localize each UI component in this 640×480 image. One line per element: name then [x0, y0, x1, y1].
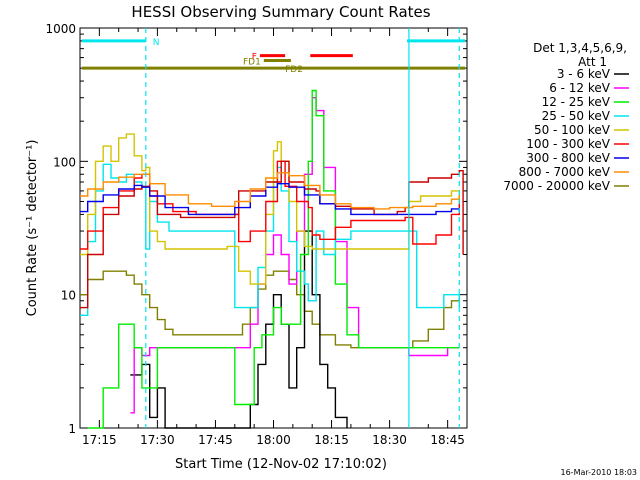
legend-label: 25 - 50 keV — [542, 109, 611, 123]
series-line-2 — [87, 89, 460, 429]
legend-label: 3 - 6 keV — [557, 67, 611, 81]
series-line-0 — [130, 230, 348, 429]
legend-label: 50 - 100 keV — [534, 123, 611, 137]
series-line-7 — [80, 172, 460, 210]
y-tick-label: 1000 — [45, 22, 76, 36]
x-axis-label: Start Time (12-Nov-02 17:10:02) — [175, 457, 387, 472]
legend-label: 12 - 25 keV — [542, 95, 611, 109]
x-tick-label: 18:15 — [314, 433, 349, 447]
footer-timestamp: 16-Mar-2010 18:03 — [561, 468, 638, 477]
flag-label: F — [252, 53, 257, 63]
x-tick-label: 18:30 — [372, 433, 407, 447]
series-line-1 — [130, 97, 460, 414]
flag-label: FD2 — [285, 65, 303, 75]
x-axis: 17:15 17:30 17:45 18:00 18:15 18:30 18:45 — [79, 28, 468, 447]
y-axis-label: Count Rate (s⁻¹ detector⁻¹) — [25, 140, 40, 317]
y-axis: 1 10 100 1000 — [45, 22, 467, 436]
vlines-layer — [145, 28, 460, 428]
chart-title: HESSI Observing Summary Count Rates — [131, 3, 430, 21]
plot-area: 17:15 17:30 17:45 18:00 18:15 18:30 18:45 1101… — [45, 22, 468, 447]
series-line-8 — [80, 270, 460, 349]
series-line-9 — [80, 133, 460, 285]
x-tick-label: 17:30 — [140, 433, 175, 447]
x-tick-label: 17:45 — [198, 433, 233, 447]
x-tick-label: 18:45 — [430, 433, 465, 447]
legend-label: 6 - 12 keV — [549, 81, 611, 95]
legend-label: 300 - 800 keV — [526, 151, 610, 165]
legend-label: 100 - 300 keV — [526, 137, 610, 151]
flag-label: N — [153, 38, 160, 48]
legend-label: 800 - 7000 keV — [519, 165, 611, 179]
series-line-6 — [80, 183, 460, 216]
y-tick-label: 100 — [53, 155, 76, 169]
series-line-5 — [80, 160, 464, 309]
flag-label: FD1 — [243, 58, 261, 68]
x-tick-label: 17:15 — [82, 433, 117, 447]
legend-header-line2: Att 1 — [578, 55, 607, 69]
y-tick-label: 1 — [68, 422, 76, 436]
series-line-4 — [80, 160, 460, 250]
legend-label: 7000 - 20000 keV — [503, 179, 610, 193]
series-layer — [80, 89, 464, 429]
y-tick-label: 10 — [61, 289, 76, 303]
legend-header-line1: Det 1,3,4,5,6,9, — [533, 41, 627, 55]
x-tick-label: 18:00 — [256, 433, 291, 447]
